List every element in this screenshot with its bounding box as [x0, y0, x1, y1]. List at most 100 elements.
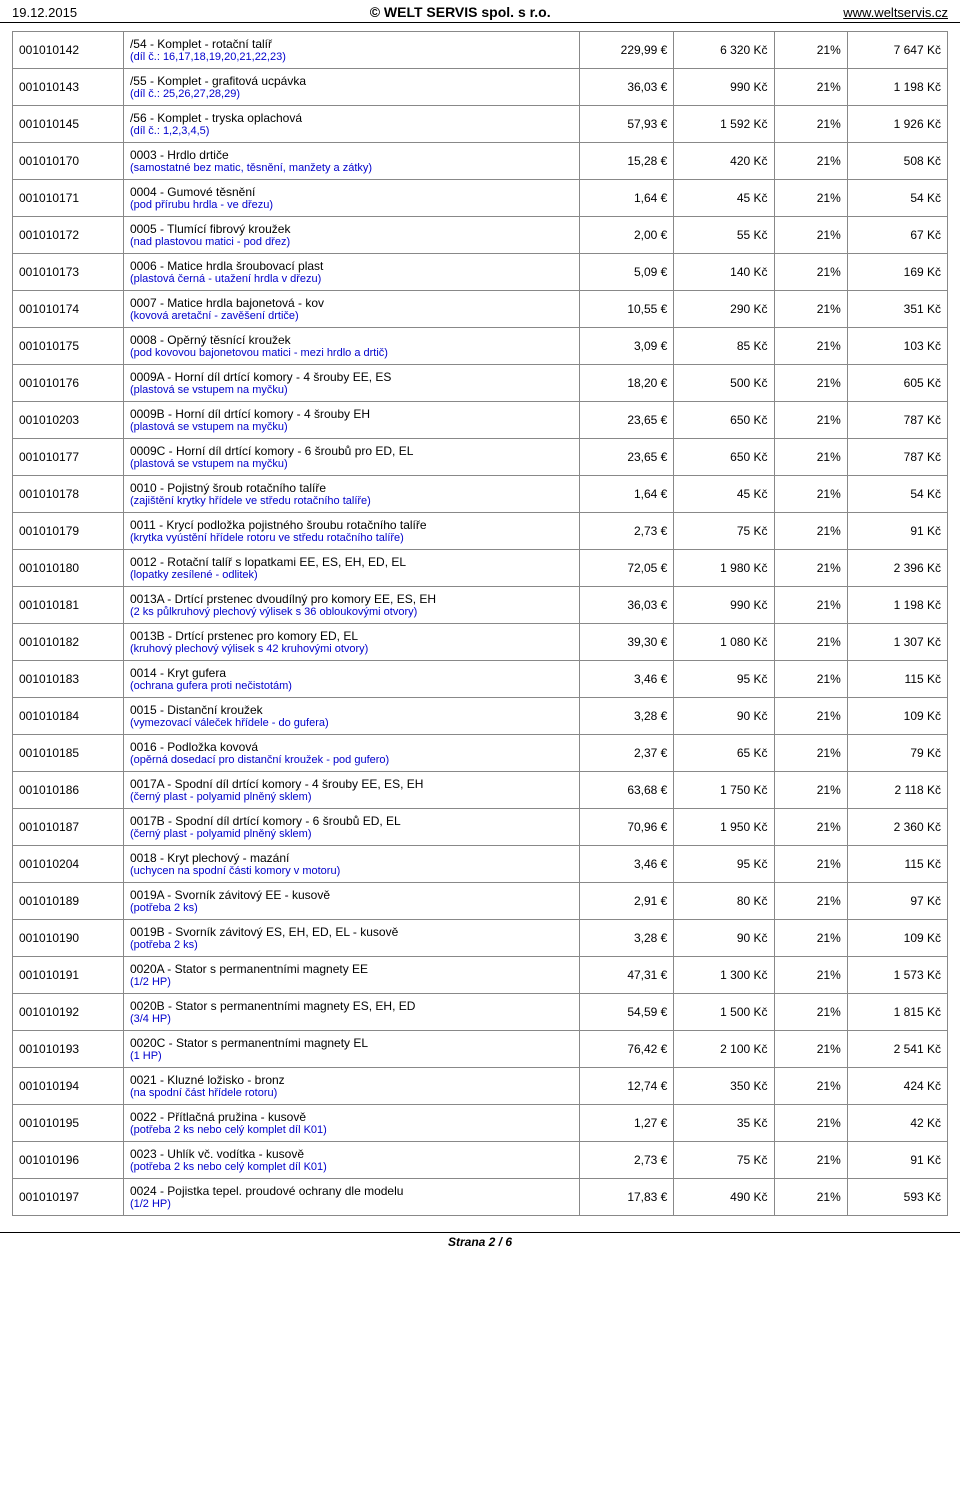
item-name: 0013A - Drtící prstenec dvoudílný pro ko…: [130, 592, 573, 606]
code-cell: 001010183: [13, 661, 124, 698]
table-row: 001010145/56 - Komplet - tryska oplachov…: [13, 106, 948, 143]
kc2-cell: 2 360 Kč: [847, 809, 947, 846]
kc2-cell: 1 815 Kč: [847, 994, 947, 1031]
desc-cell: 0004 - Gumové těsnění(pod přírubu hrdla …: [123, 180, 579, 217]
kc2-cell: 1 573 Kč: [847, 957, 947, 994]
kc-cell: 490 Kč: [674, 1179, 774, 1216]
desc-cell: 0019A - Svorník závitový EE - kusově(pot…: [123, 883, 579, 920]
table-row: 0010101950022 - Přítlačná pružina - kuso…: [13, 1105, 948, 1142]
kc2-cell: 2 541 Kč: [847, 1031, 947, 1068]
item-name: 0020A - Stator s permanentními magnety E…: [130, 962, 573, 976]
item-name: 0014 - Kryt gufera: [130, 666, 573, 680]
item-subtext: (na spodní část hřídele rotoru): [130, 1087, 573, 1099]
code-cell: 001010178: [13, 476, 124, 513]
item-name: 0020C - Stator s permanentními magnety E…: [130, 1036, 573, 1050]
desc-cell: 0019B - Svorník závitový ES, EH, ED, EL …: [123, 920, 579, 957]
item-subtext: (zajištění krytky hřídele ve středu rota…: [130, 495, 573, 507]
kc2-cell: 91 Kč: [847, 1142, 947, 1179]
pct-cell: 21%: [774, 550, 847, 587]
code-cell: 001010187: [13, 809, 124, 846]
desc-cell: 0017A - Spodní díl drtící komory - 4 šro…: [123, 772, 579, 809]
desc-cell: 0017B - Spodní díl drtící komory - 6 šro…: [123, 809, 579, 846]
code-cell: 001010174: [13, 291, 124, 328]
desc-cell: 0005 - Tlumící fibrový kroužek(nad plast…: [123, 217, 579, 254]
pct-cell: 21%: [774, 513, 847, 550]
eur-cell: 1,64 €: [579, 180, 674, 217]
pct-cell: 21%: [774, 809, 847, 846]
kc-cell: 75 Kč: [674, 513, 774, 550]
kc-cell: 990 Kč: [674, 587, 774, 624]
kc-cell: 1 950 Kč: [674, 809, 774, 846]
kc2-cell: 1 198 Kč: [847, 69, 947, 106]
kc-cell: 35 Kč: [674, 1105, 774, 1142]
pct-cell: 21%: [774, 217, 847, 254]
pct-cell: 21%: [774, 106, 847, 143]
item-subtext: (2 ks půlkruhový plechový výlisek s 36 o…: [130, 606, 573, 618]
table-row: 0010101820013B - Drtící prstenec pro kom…: [13, 624, 948, 661]
kc2-cell: 508 Kč: [847, 143, 947, 180]
kc-cell: 140 Kč: [674, 254, 774, 291]
table-row: 0010101730006 - Matice hrdla šroubovací …: [13, 254, 948, 291]
code-cell: 001010180: [13, 550, 124, 587]
code-cell: 001010145: [13, 106, 124, 143]
eur-cell: 57,93 €: [579, 106, 674, 143]
desc-cell: 0006 - Matice hrdla šroubovací plast(pla…: [123, 254, 579, 291]
pct-cell: 21%: [774, 957, 847, 994]
header-company: © WELT SERVIS spol. s r.o.: [370, 4, 551, 20]
desc-cell: 0007 - Matice hrdla bajonetová - kov(kov…: [123, 291, 579, 328]
desc-cell: 0013B - Drtící prstenec pro komory ED, E…: [123, 624, 579, 661]
pct-cell: 21%: [774, 1142, 847, 1179]
kc2-cell: 2 118 Kč: [847, 772, 947, 809]
kc-cell: 75 Kč: [674, 1142, 774, 1179]
kc-cell: 990 Kč: [674, 69, 774, 106]
table-row: 0010101780010 - Pojistný šroub rotačního…: [13, 476, 948, 513]
kc2-cell: 67 Kč: [847, 217, 947, 254]
table-row: 0010101790011 - Krycí podložka pojistnéh…: [13, 513, 948, 550]
item-name: /54 - Komplet - rotační talíř: [130, 37, 573, 51]
code-cell: 001010196: [13, 1142, 124, 1179]
kc2-cell: 787 Kč: [847, 439, 947, 476]
eur-cell: 70,96 €: [579, 809, 674, 846]
item-subtext: (kruhový plechový výlisek s 42 kruhovými…: [130, 643, 573, 655]
pct-cell: 21%: [774, 254, 847, 291]
kc2-cell: 1 307 Kč: [847, 624, 947, 661]
table-row: 001010142/54 - Komplet - rotační talíř(d…: [13, 32, 948, 69]
code-cell: 001010193: [13, 1031, 124, 1068]
table-row: 0010101940021 - Kluzné ložisko - bronz(n…: [13, 1068, 948, 1105]
item-subtext: (vymezovací váleček hřídele - do gufera): [130, 717, 573, 729]
item-subtext: (díl č.: 25,26,27,28,29): [130, 88, 573, 100]
item-name: 0018 - Kryt plechový - mazání: [130, 851, 573, 865]
eur-cell: 2,91 €: [579, 883, 674, 920]
code-cell: 001010173: [13, 254, 124, 291]
kc-cell: 6 320 Kč: [674, 32, 774, 69]
desc-cell: /54 - Komplet - rotační talíř(díl č.: 16…: [123, 32, 579, 69]
code-cell: 001010175: [13, 328, 124, 365]
pct-cell: 21%: [774, 365, 847, 402]
eur-cell: 17,83 €: [579, 1179, 674, 1216]
eur-cell: 2,37 €: [579, 735, 674, 772]
code-cell: 001010195: [13, 1105, 124, 1142]
pct-cell: 21%: [774, 1105, 847, 1142]
table-row: 001010143/55 - Komplet - grafitová ucpáv…: [13, 69, 948, 106]
code-cell: 001010186: [13, 772, 124, 809]
desc-cell: 0014 - Kryt gufera(ochrana gufera proti …: [123, 661, 579, 698]
pct-cell: 21%: [774, 846, 847, 883]
kc2-cell: 109 Kč: [847, 920, 947, 957]
item-subtext: (díl č.: 16,17,18,19,20,21,22,23): [130, 51, 573, 63]
item-subtext: (pod kovovou bajonetovou matici - mezi h…: [130, 347, 573, 359]
desc-cell: 0010 - Pojistný šroub rotačního talíře(z…: [123, 476, 579, 513]
code-cell: 001010190: [13, 920, 124, 957]
table-row: 0010101770009C - Horní díl drtící komory…: [13, 439, 948, 476]
item-name: 0015 - Distanční kroužek: [130, 703, 573, 717]
table-row: 001010184 0015 - Distanční kroužek(vymezo…: [13, 698, 948, 735]
kc-cell: 290 Kč: [674, 291, 774, 328]
code-cell: 001010184: [13, 698, 124, 735]
eur-cell: 23,65 €: [579, 439, 674, 476]
item-subtext: (1/2 HP): [130, 976, 573, 988]
kc2-cell: 424 Kč: [847, 1068, 947, 1105]
pct-cell: 21%: [774, 439, 847, 476]
item-name: 0012 - Rotační talíř s lopatkami EE, ES,…: [130, 555, 573, 569]
code-cell: 001010177: [13, 439, 124, 476]
kc-cell: 95 Kč: [674, 846, 774, 883]
kc2-cell: 115 Kč: [847, 846, 947, 883]
